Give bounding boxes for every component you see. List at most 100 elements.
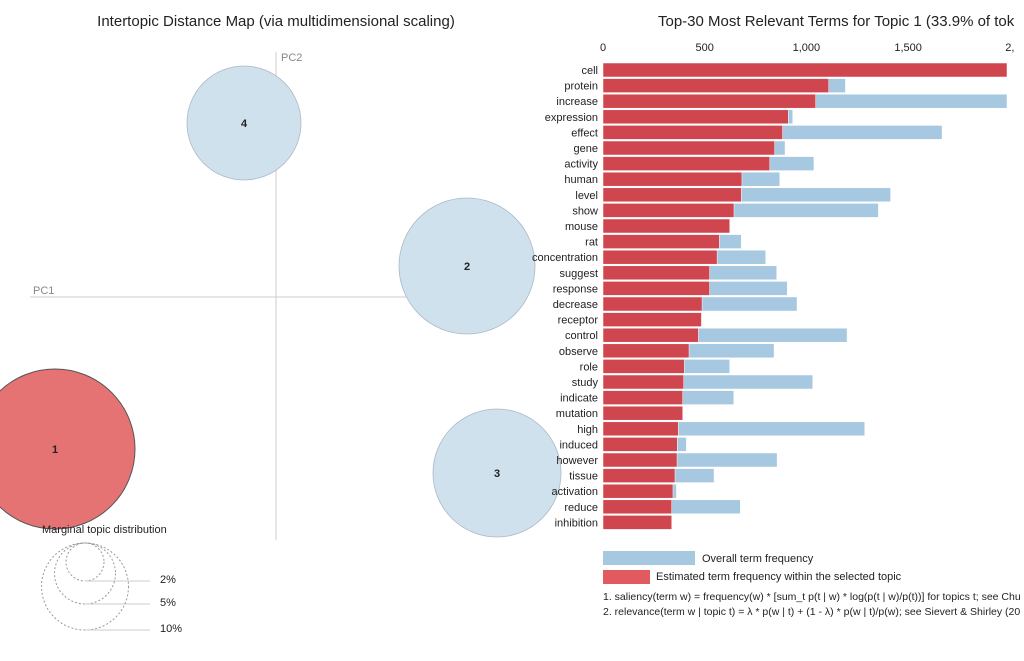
term-label[interactable]: rat: [585, 237, 598, 249]
topic-frequency-bar[interactable]: [602, 203, 735, 218]
topic-frequency-bar[interactable]: [602, 499, 672, 515]
topic-frequency-bar[interactable]: [602, 390, 683, 405]
term-row[interactable]: human: [564, 171, 781, 187]
topic-frequency-bar[interactable]: [602, 265, 710, 281]
topic-frequency-bar[interactable]: [602, 452, 678, 468]
topic-frequency-bar[interactable]: [602, 218, 730, 234]
term-row[interactable]: response: [553, 281, 788, 296]
topic-frequency-bar[interactable]: [602, 343, 690, 359]
term-row[interactable]: mouse: [565, 218, 731, 234]
term-row[interactable]: increase: [556, 93, 1008, 109]
term-label[interactable]: role: [580, 361, 598, 373]
topic-frequency-bar[interactable]: [602, 421, 679, 437]
topic-circle[interactable]: [432, 408, 562, 538]
term-row[interactable]: tissue: [569, 468, 715, 483]
term-row[interactable]: gene: [574, 140, 786, 156]
term-row[interactable]: effect: [571, 125, 943, 140]
topic-frequency-bar[interactable]: [602, 187, 742, 203]
term-row[interactable]: reduce: [564, 499, 741, 515]
term-label[interactable]: activation: [552, 486, 598, 498]
topic-frequency-bar[interactable]: [602, 405, 683, 421]
term-row[interactable]: expression: [545, 109, 794, 125]
topic-frequency-bar[interactable]: [602, 125, 783, 140]
term-row[interactable]: level: [575, 187, 891, 203]
term-row[interactable]: observe: [559, 343, 775, 359]
topic-frequency-bar[interactable]: [602, 156, 771, 171]
term-label[interactable]: receptor: [558, 315, 599, 327]
size-legend-circle: [41, 542, 129, 631]
term-label[interactable]: activity: [564, 159, 598, 171]
topic-frequency-bar[interactable]: [602, 515, 672, 530]
topic-frequency-bar[interactable]: [602, 437, 678, 452]
term-label[interactable]: tissue: [569, 471, 598, 483]
topic-bubble-3[interactable]: 3: [432, 408, 562, 538]
term-row[interactable]: study: [572, 374, 813, 390]
topic-circle[interactable]: [398, 197, 536, 335]
term-label[interactable]: increase: [556, 96, 598, 108]
term-label[interactable]: however: [556, 455, 598, 467]
topic-bubble-4[interactable]: 4: [186, 65, 302, 181]
term-label[interactable]: protein: [564, 81, 598, 93]
term-label[interactable]: observe: [559, 346, 598, 358]
term-row[interactable]: activation: [552, 483, 677, 499]
topic-frequency-bar[interactable]: [602, 483, 674, 499]
topic-frequency-bar[interactable]: [602, 296, 703, 312]
term-row[interactable]: protein: [564, 78, 846, 93]
term-row[interactable]: mutation: [556, 405, 684, 421]
term-row[interactable]: receptor: [558, 312, 702, 327]
term-row[interactable]: indicate: [560, 390, 735, 405]
term-row[interactable]: role: [580, 359, 730, 374]
topic-frequency-bar[interactable]: [602, 78, 830, 93]
term-row[interactable]: however: [556, 452, 778, 468]
term-label[interactable]: level: [575, 190, 598, 202]
topic-frequency-bar[interactable]: [602, 140, 775, 156]
term-row[interactable]: inhibition: [555, 515, 672, 530]
topic-frequency-bar[interactable]: [602, 327, 699, 343]
topic-frequency-bar[interactable]: [602, 468, 676, 483]
term-label[interactable]: mutation: [556, 408, 598, 420]
term-label[interactable]: show: [572, 205, 598, 217]
term-label[interactable]: cell: [581, 65, 598, 77]
topic-frequency-bar[interactable]: [602, 359, 685, 374]
term-row[interactable]: high: [577, 421, 866, 437]
term-row[interactable]: concentration: [532, 249, 766, 265]
topic-bubble-1[interactable]: 1: [0, 368, 136, 530]
term-label[interactable]: control: [565, 330, 598, 342]
term-label[interactable]: study: [572, 377, 599, 389]
term-label[interactable]: concentration: [532, 252, 598, 264]
term-row[interactable]: cell: [581, 62, 1008, 78]
topic-circle[interactable]: [0, 368, 136, 530]
term-row[interactable]: activity: [564, 156, 815, 171]
term-label[interactable]: gene: [574, 143, 598, 155]
topic-circle[interactable]: [186, 65, 302, 181]
term-label[interactable]: decrease: [553, 299, 598, 311]
term-row[interactable]: show: [572, 203, 879, 218]
topic-bubble-2[interactable]: 2: [398, 197, 536, 335]
term-label[interactable]: expression: [545, 112, 598, 124]
term-row[interactable]: control: [565, 327, 848, 343]
term-row[interactable]: decrease: [553, 296, 798, 312]
term-label[interactable]: human: [564, 174, 598, 186]
topic-frequency-bar[interactable]: [602, 109, 789, 125]
term-label[interactable]: suggest: [559, 268, 598, 280]
term-row[interactable]: induced: [559, 437, 687, 452]
term-row[interactable]: rat: [585, 234, 742, 249]
topic-frequency-bar[interactable]: [602, 249, 718, 265]
topic-frequency-bar[interactable]: [602, 234, 720, 249]
term-label[interactable]: reduce: [564, 502, 598, 514]
x-tick-label: 0: [600, 42, 606, 54]
topic-frequency-bar[interactable]: [602, 93, 817, 109]
term-label[interactable]: inhibition: [555, 517, 598, 529]
term-row[interactable]: suggest: [559, 265, 777, 281]
topic-frequency-bar[interactable]: [602, 281, 710, 296]
topic-frequency-bar[interactable]: [602, 171, 743, 187]
term-label[interactable]: indicate: [560, 393, 598, 405]
term-label[interactable]: mouse: [565, 221, 598, 233]
topic-frequency-bar[interactable]: [602, 312, 702, 327]
topic-frequency-bar[interactable]: [602, 374, 684, 390]
term-label[interactable]: high: [577, 424, 598, 436]
term-label[interactable]: response: [553, 283, 598, 295]
topic-frequency-bar[interactable]: [602, 62, 1008, 78]
term-label[interactable]: effect: [571, 127, 598, 139]
term-label[interactable]: induced: [559, 439, 598, 451]
